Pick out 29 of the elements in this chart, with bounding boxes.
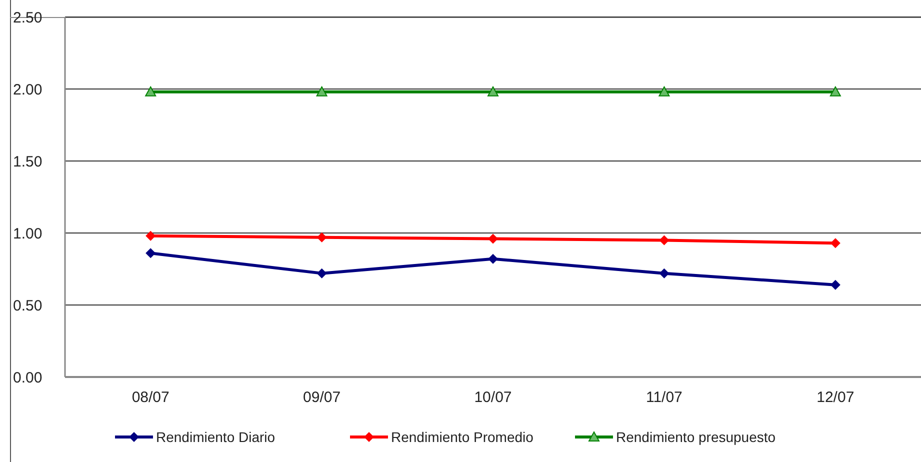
point: [146, 248, 156, 258]
point: [659, 268, 670, 278]
point: [488, 254, 498, 264]
point: [488, 86, 498, 96]
legend-label: Rendimiento presupuesto: [616, 428, 776, 445]
y-tick-label: 2.00: [13, 81, 42, 98]
point: [830, 238, 840, 248]
y-tick-label: 0.00: [13, 369, 42, 386]
point: [316, 86, 328, 96]
point: [488, 234, 498, 244]
point: [659, 235, 670, 246]
point: [145, 86, 156, 96]
point: [830, 280, 840, 290]
y-tick-label: 2.50: [13, 9, 42, 26]
x-tick-label: 11/07: [646, 389, 682, 406]
x-tick-label: 10/07: [474, 389, 512, 406]
y-tick-label: 0.50: [13, 297, 42, 314]
x-tick-label: 12/07: [816, 389, 854, 406]
y-tick-label: 1.00: [13, 225, 42, 242]
x-tick-label: 08/07: [132, 389, 170, 406]
point: [658, 86, 670, 96]
point: [146, 230, 156, 241]
legend-label: Rendimiento Promedio: [391, 428, 534, 445]
x-tick-label: 09/07: [303, 389, 341, 406]
point: [316, 232, 327, 242]
point: [830, 86, 841, 96]
legend-label: Rendimiento Diario: [156, 428, 276, 445]
point: [316, 268, 327, 278]
y-tick-label: 1.50: [13, 153, 42, 170]
